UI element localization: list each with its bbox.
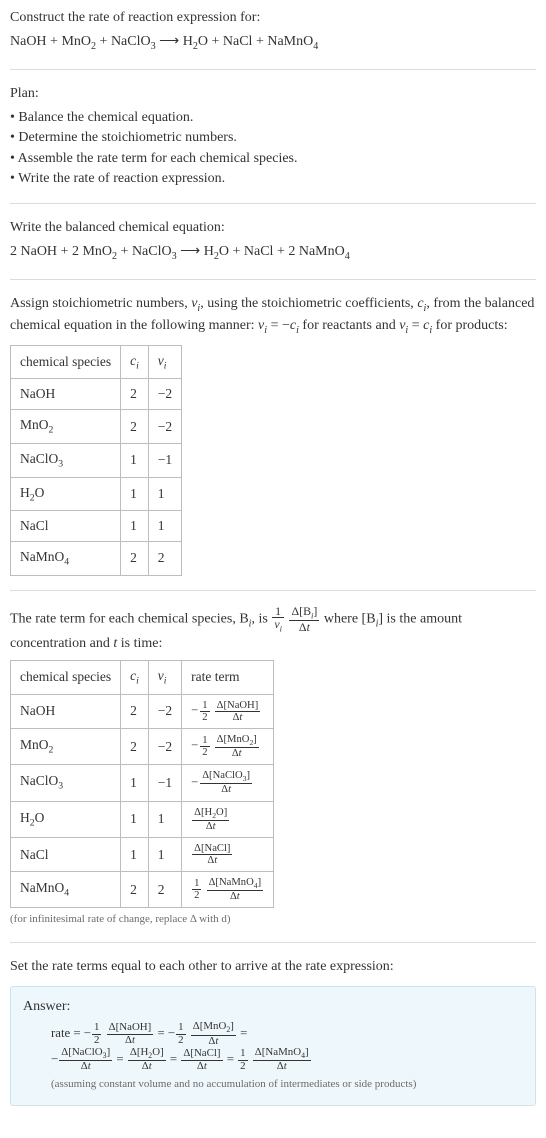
balanced-section: Write the balanced chemical equation: 2 …: [10, 218, 536, 265]
cell-c: 2: [121, 541, 149, 575]
separator: [10, 279, 536, 280]
col-nui: νi: [148, 660, 181, 694]
plan-item: • Write the rate of reaction expression.: [10, 169, 536, 189]
table-header-row: chemical species ci νi rate term: [11, 660, 274, 694]
cell-species: H2O: [11, 801, 121, 837]
cell-c: 1: [121, 837, 149, 871]
answer-label: Answer:: [23, 997, 523, 1017]
cell-species: NaCl: [11, 511, 121, 542]
rate-term-note: (for infinitesimal rate of change, repla…: [10, 912, 536, 928]
cell-nu: 1: [148, 511, 181, 542]
cell-species: NaOH: [11, 379, 121, 410]
stoich-section: Assign stoichiometric numbers, νi, using…: [10, 294, 536, 576]
col-species: chemical species: [11, 345, 121, 379]
set-equal-text: Set the rate terms equal to each other t…: [10, 957, 536, 977]
table-header-row: chemical species ci νi: [11, 345, 182, 379]
cell-species: NaCl: [11, 837, 121, 871]
table-row: H2O11Δ[H2O]Δt: [11, 801, 274, 837]
cell-species: NaMnO4: [11, 872, 121, 908]
cell-nu: 2: [148, 872, 181, 908]
cell-species: H2O: [11, 477, 121, 511]
col-ci: ci: [121, 660, 149, 694]
table-row: NaOH2−2−12 Δ[NaOH]Δt: [11, 694, 274, 728]
table-row: MnO22−2−12 Δ[MnO2]Δt: [11, 728, 274, 764]
cell-rate: Δ[NaCl]Δt: [182, 837, 274, 871]
stoich-table: chemical species ci νi NaOH2−2 MnO22−2 N…: [10, 345, 182, 576]
plan-title: Plan:: [10, 84, 536, 104]
cell-species: MnO2: [11, 410, 121, 444]
cell-species: NaOH: [11, 694, 121, 728]
plan-section: Plan: • Balance the chemical equation. •…: [10, 84, 536, 189]
cell-nu: 1: [148, 837, 181, 871]
cell-c: 1: [121, 443, 149, 477]
separator: [10, 590, 536, 591]
plan-item: • Assemble the rate term for each chemic…: [10, 149, 536, 169]
cell-nu: −1: [148, 443, 181, 477]
separator: [10, 942, 536, 943]
table-row: NaClO31−1−Δ[NaClO3]Δt: [11, 765, 274, 801]
cell-c: 2: [121, 872, 149, 908]
cell-rate: −Δ[NaClO3]Δt: [182, 765, 274, 801]
table-row: NaCl11Δ[NaCl]Δt: [11, 837, 274, 871]
cell-nu: 1: [148, 477, 181, 511]
answer-note: (assuming constant volume and no accumul…: [23, 1077, 523, 1093]
table-row: MnO22−2: [11, 410, 182, 444]
answer-math: rate = −12 Δ[NaOH]Δt = −12 Δ[MnO2]Δt = −…: [23, 1021, 523, 1073]
intro-prompt: Construct the rate of reaction expressio…: [10, 8, 536, 28]
cell-c: 2: [121, 728, 149, 764]
cell-nu: −2: [148, 410, 181, 444]
col-species: chemical species: [11, 660, 121, 694]
cell-rate: 12 Δ[NaMnO4]Δt: [182, 872, 274, 908]
plan-item: • Determine the stoichiometric numbers.: [10, 128, 536, 148]
table-row: NaCl11: [11, 511, 182, 542]
cell-nu: −2: [148, 694, 181, 728]
intro-section: Construct the rate of reaction expressio…: [10, 8, 536, 55]
stoich-intro: Assign stoichiometric numbers, νi, using…: [10, 294, 536, 339]
col-nui: νi: [148, 345, 181, 379]
set-equal-section: Set the rate terms equal to each other t…: [10, 957, 536, 1105]
cell-c: 1: [121, 765, 149, 801]
cell-c: 1: [121, 801, 149, 837]
cell-rate: −12 Δ[MnO2]Δt: [182, 728, 274, 764]
rate-term-section: The rate term for each chemical species,…: [10, 605, 536, 929]
table-row: NaMnO42212 Δ[NaMnO4]Δt: [11, 872, 274, 908]
balanced-title: Write the balanced chemical equation:: [10, 218, 536, 238]
cell-rate: −12 Δ[NaOH]Δt: [182, 694, 274, 728]
cell-species: NaClO3: [11, 443, 121, 477]
cell-species: MnO2: [11, 728, 121, 764]
cell-nu: −2: [148, 379, 181, 410]
rate-term-table: chemical species ci νi rate term NaOH2−2…: [10, 660, 274, 909]
cell-nu: 2: [148, 541, 181, 575]
col-rate: rate term: [182, 660, 274, 694]
answer-line-1: rate = −12 Δ[NaOH]Δt = −12 Δ[MnO2]Δt =: [51, 1021, 523, 1047]
rate-term-intro: The rate term for each chemical species,…: [10, 605, 536, 654]
cell-rate: Δ[H2O]Δt: [182, 801, 274, 837]
cell-c: 2: [121, 410, 149, 444]
cell-nu: 1: [148, 801, 181, 837]
cell-c: 1: [121, 511, 149, 542]
table-row: NaOH2−2: [11, 379, 182, 410]
cell-species: NaClO3: [11, 765, 121, 801]
table-row: NaMnO422: [11, 541, 182, 575]
table-row: H2O11: [11, 477, 182, 511]
cell-c: 2: [121, 694, 149, 728]
cell-nu: −2: [148, 728, 181, 764]
cell-species: NaMnO4: [11, 541, 121, 575]
plan-list: • Balance the chemical equation. • Deter…: [10, 108, 536, 189]
col-ci: ci: [121, 345, 149, 379]
answer-line-2: −Δ[NaClO3]Δt = Δ[H2O]Δt = Δ[NaCl]Δt = 12…: [51, 1047, 523, 1073]
cell-c: 1: [121, 477, 149, 511]
separator: [10, 69, 536, 70]
plan-item: • Balance the chemical equation.: [10, 108, 536, 128]
answer-box: Answer: rate = −12 Δ[NaOH]Δt = −12 Δ[MnO…: [10, 986, 536, 1106]
table-row: NaClO31−1: [11, 443, 182, 477]
cell-nu: −1: [148, 765, 181, 801]
cell-c: 2: [121, 379, 149, 410]
intro-equation: NaOH + MnO2 + NaClO3 ⟶ H2O + NaCl + NaMn…: [10, 32, 536, 54]
separator: [10, 203, 536, 204]
balanced-equation: 2 NaOH + 2 MnO2 + NaClO3 ⟶ H2O + NaCl + …: [10, 242, 536, 264]
